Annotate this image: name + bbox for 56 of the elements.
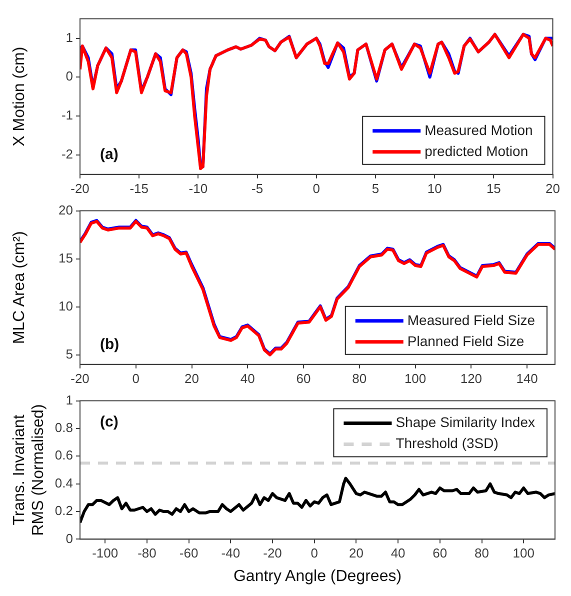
x-tick-label: 0 <box>312 180 320 196</box>
x-tick-label: -20 <box>70 370 90 386</box>
x-tick-label: 40 <box>390 546 406 561</box>
x-tick-label: -20 <box>70 180 90 196</box>
y-tick-label: -2 <box>61 146 73 162</box>
y-tick-label: 5 <box>66 346 73 362</box>
x-tick-label: -80 <box>138 546 156 561</box>
x-tick-label: 40 <box>240 370 255 386</box>
x-tick-label: 15 <box>486 180 501 196</box>
y-tick-label: 1 <box>66 392 73 408</box>
y-tick-label: 0 <box>66 530 73 546</box>
legend-label: Measured Motion <box>424 122 533 138</box>
x-tick-label: 100 <box>512 546 534 561</box>
x-tick-label: 0 <box>310 546 318 561</box>
legend-label: Threshold (3SD) <box>396 435 498 452</box>
x-tick-label: 20 <box>546 180 560 196</box>
annotation: (a) <box>100 146 118 164</box>
annotation: (c) <box>100 413 118 430</box>
x-tick-label: 100 <box>404 370 426 386</box>
annotation: (b) <box>100 336 120 354</box>
y-tick-label: 0 <box>66 68 73 84</box>
x-tick-label: 60 <box>432 546 448 561</box>
x-tick-label: -10 <box>188 180 208 196</box>
y-tick-label: 0.2 <box>54 503 73 518</box>
x-tick-label: 80 <box>352 370 367 386</box>
legend-label: Shape Similarity Index <box>396 414 536 430</box>
legend-label: Measured Field Size <box>407 312 536 328</box>
x-tick-label: 20 <box>348 546 364 561</box>
y-tick-label: 10 <box>58 298 73 314</box>
x-tick-label: -100 <box>92 546 118 561</box>
y-axis-title: X Motion (cm) <box>11 46 28 146</box>
x-tick-label: 20 <box>184 370 199 386</box>
x-tick-label: -15 <box>130 180 148 196</box>
y-tick-label: 0.4 <box>54 475 73 490</box>
legend-label: Planned Field Size <box>407 332 524 349</box>
y-tick-label: 20 <box>58 202 73 218</box>
x-tick-label: 0 <box>132 370 140 386</box>
x-tick-label: -40 <box>221 546 240 561</box>
y-axis-title: MLC Area (cm²) <box>11 231 28 344</box>
x-tick-label: 140 <box>516 370 538 386</box>
y-tick-label: 0.8 <box>54 420 73 436</box>
x-tick-label: -5 <box>252 180 264 196</box>
y-tick-label: 1 <box>66 30 73 45</box>
x-tick-label: 60 <box>296 370 311 386</box>
x-tick-label: 10 <box>427 180 442 196</box>
x-tick-label: -60 <box>179 546 198 561</box>
x-tick-label: 5 <box>372 180 380 196</box>
x-tick-label: 80 <box>474 546 489 561</box>
x-tick-label: 120 <box>460 370 482 386</box>
y-axis-title: Trans. Invariant RMS (Normalised) <box>11 404 48 536</box>
y-tick-label: 15 <box>58 250 73 266</box>
x-tick-label: -20 <box>263 546 282 561</box>
legend-label: predicted Motion <box>424 142 528 159</box>
y-tick-label: 0.6 <box>54 448 73 463</box>
x-axis-title: Gantry Angle (Degrees) <box>233 568 402 585</box>
y-tick-label: -1 <box>61 108 73 123</box>
